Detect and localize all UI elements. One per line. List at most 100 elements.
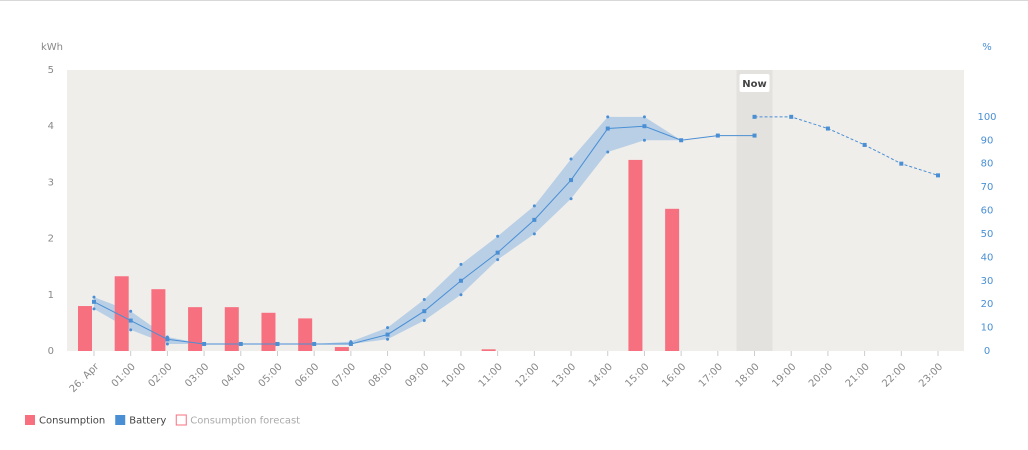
y2-tick-label: 30 bbox=[981, 276, 994, 287]
range-point bbox=[129, 309, 133, 313]
x-tick-label: 04:00 bbox=[220, 361, 248, 389]
range-point bbox=[496, 234, 500, 238]
range-point bbox=[606, 115, 610, 119]
range-point bbox=[459, 262, 463, 266]
y2-tick-label: 90 bbox=[981, 135, 994, 146]
legend-label[interactable]: Battery bbox=[129, 416, 166, 427]
range-point bbox=[459, 293, 463, 297]
y2-tick-label: 70 bbox=[981, 182, 994, 193]
forecast-point bbox=[862, 142, 867, 147]
now-highlight bbox=[736, 70, 773, 351]
battery-point bbox=[312, 341, 317, 346]
range-point bbox=[422, 319, 426, 323]
now-label: Now bbox=[742, 79, 766, 90]
x-tick-label: 17:00 bbox=[697, 361, 725, 389]
battery-point bbox=[569, 178, 574, 183]
battery-point bbox=[458, 278, 463, 283]
bar bbox=[114, 276, 129, 351]
y2-tick-label: 100 bbox=[977, 112, 996, 123]
x-tick-label: 05:00 bbox=[257, 361, 285, 389]
x-tick-label: 02:00 bbox=[146, 361, 174, 389]
x-tick-label: 20:00 bbox=[807, 361, 835, 389]
x-tick-label: 09:00 bbox=[403, 361, 431, 389]
range-point bbox=[386, 326, 390, 330]
bar bbox=[628, 159, 643, 351]
range-point bbox=[569, 197, 573, 201]
y-tick-label: 3 bbox=[48, 177, 54, 188]
forecast-point bbox=[789, 114, 794, 119]
bar bbox=[298, 318, 313, 351]
battery-point bbox=[238, 341, 243, 346]
y2-tick-label: 50 bbox=[981, 229, 994, 240]
y2-tick-label: 0 bbox=[984, 346, 990, 357]
range-point bbox=[569, 157, 573, 161]
x-tick-label: 12:00 bbox=[513, 361, 541, 389]
range-point bbox=[386, 337, 390, 341]
plot-background bbox=[67, 70, 964, 351]
legend-label[interactable]: Consumption forecast bbox=[190, 416, 300, 427]
range-point bbox=[165, 342, 169, 346]
battery-point bbox=[92, 299, 96, 304]
bar bbox=[188, 307, 203, 351]
battery-point bbox=[605, 126, 610, 131]
x-tick-label: 18:00 bbox=[734, 361, 762, 389]
y-tick-label: 5 bbox=[48, 65, 54, 76]
range-point bbox=[496, 258, 500, 262]
battery-point bbox=[275, 341, 280, 346]
y-tick-label: 0 bbox=[48, 346, 54, 357]
range-point bbox=[92, 307, 96, 311]
x-tick-label: 23:00 bbox=[917, 361, 945, 389]
x-tick-label: 06:00 bbox=[293, 361, 321, 389]
bar bbox=[261, 312, 276, 351]
bar bbox=[481, 349, 496, 351]
x-tick-label: 21:00 bbox=[844, 361, 872, 389]
range-point bbox=[92, 295, 96, 299]
x-tick-label: 16:00 bbox=[660, 361, 688, 389]
bar bbox=[665, 208, 680, 351]
legend-swatch[interactable] bbox=[175, 414, 187, 426]
bar bbox=[224, 307, 239, 351]
range-point bbox=[642, 138, 646, 142]
legend-swatch[interactable] bbox=[25, 415, 35, 425]
battery-point bbox=[165, 337, 170, 342]
x-tick-label: 11:00 bbox=[477, 361, 505, 389]
x-tick-label: 08:00 bbox=[367, 361, 395, 389]
y2-tick-label: 40 bbox=[981, 252, 994, 263]
battery-point bbox=[128, 318, 133, 323]
x-tick-label: 13:00 bbox=[550, 361, 578, 389]
y2-tick-label: 20 bbox=[981, 299, 994, 310]
forecast-point bbox=[899, 161, 904, 166]
now-label-bg bbox=[739, 74, 770, 92]
range-point bbox=[532, 232, 536, 236]
battery-point bbox=[532, 217, 537, 222]
x-tick-label: 26. Apr bbox=[68, 361, 102, 395]
y2-axis-label: % bbox=[982, 42, 992, 53]
battery-range bbox=[94, 116, 718, 344]
x-tick-label: 01:00 bbox=[110, 361, 138, 389]
battery-point bbox=[642, 124, 647, 129]
y2-tick-label: 80 bbox=[981, 159, 994, 170]
x-tick-label: 15:00 bbox=[624, 361, 652, 389]
bar bbox=[151, 289, 166, 351]
battery-point bbox=[715, 133, 720, 138]
x-tick-label: 07:00 bbox=[330, 361, 358, 389]
battery-point bbox=[422, 309, 427, 314]
battery-point bbox=[348, 341, 353, 346]
forecast-point bbox=[936, 173, 940, 178]
forecast-point bbox=[825, 126, 830, 131]
battery-point bbox=[202, 341, 207, 346]
range-point bbox=[129, 328, 133, 332]
battery-point bbox=[495, 250, 500, 255]
legend-swatch[interactable] bbox=[115, 415, 126, 425]
x-tick-label: 03:00 bbox=[183, 361, 211, 389]
y2-tick-label: 60 bbox=[981, 206, 994, 217]
legend-label[interactable]: Consumption bbox=[39, 416, 105, 427]
y-tick-label: 4 bbox=[48, 121, 54, 132]
y-axis-label: kWh bbox=[41, 42, 63, 53]
range-point bbox=[606, 150, 610, 154]
forecast-point bbox=[752, 114, 757, 119]
bar bbox=[78, 306, 92, 351]
battery-point bbox=[385, 332, 390, 337]
x-tick-label: 22:00 bbox=[880, 361, 908, 389]
x-tick-label: 10:00 bbox=[440, 361, 468, 389]
